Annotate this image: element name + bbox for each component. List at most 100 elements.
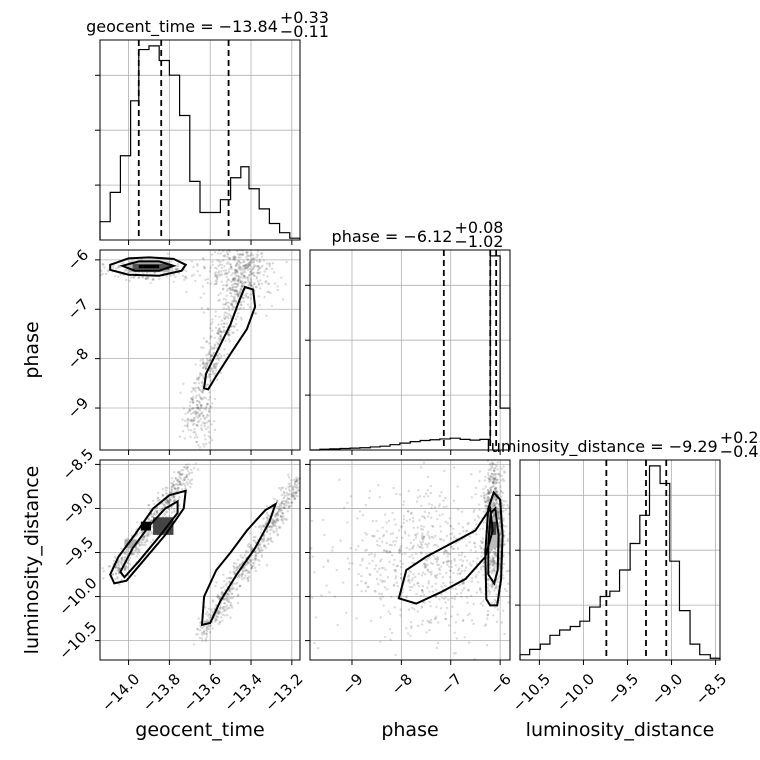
scatter-point [493, 472, 496, 476]
scatter-point [208, 441, 211, 444]
scatter-point [487, 496, 490, 499]
scatter-point [205, 413, 209, 417]
scatter-point [277, 508, 280, 511]
scatter-point [231, 301, 234, 304]
scatter-point [237, 256, 241, 259]
scatter-point [249, 272, 253, 275]
scatter-point [268, 264, 271, 268]
scatter-point [268, 514, 271, 518]
scatter-point [234, 264, 238, 267]
scatter-point [156, 499, 159, 502]
scatter-point [248, 261, 251, 264]
scatter-point [260, 554, 264, 557]
scatter-point [195, 377, 199, 380]
scatter-point [218, 620, 221, 624]
scatter-point [468, 562, 471, 565]
scatter-point [263, 270, 266, 273]
scatter-point [214, 362, 217, 366]
scatter-point [201, 257, 205, 260]
scatter-point [440, 593, 443, 596]
scatter-point [427, 580, 430, 583]
scatter-point [190, 397, 193, 400]
scatter-point [435, 560, 439, 563]
scatter-point [427, 515, 430, 518]
scatter-point [291, 486, 294, 490]
scatter-point [279, 488, 283, 492]
x-tick-label: −10.0 [553, 670, 598, 715]
y-tick-label: −9.0 [59, 489, 97, 527]
scatter-point [422, 525, 426, 528]
y-tick-label: −7 [64, 295, 92, 323]
scatter-point [282, 500, 285, 503]
scatter-point [166, 492, 169, 496]
scatter-point [494, 486, 497, 490]
scatter-point [412, 573, 415, 576]
scatter-point [241, 560, 244, 563]
scatter-point [225, 289, 229, 292]
scatter-point [405, 595, 408, 598]
scatter-point [224, 339, 227, 343]
scatter-point [494, 550, 497, 553]
scatter-point [179, 482, 182, 486]
scatter-point [400, 526, 403, 529]
scatter-point [158, 498, 161, 502]
scatter-point [232, 564, 235, 568]
scatter-point [169, 499, 172, 502]
scatter-point [127, 558, 130, 562]
scatter-point [222, 322, 226, 325]
scatter-point [401, 591, 404, 594]
scatter-point [487, 578, 490, 581]
panel-frame [519, 459, 721, 661]
scatter-point [185, 474, 188, 478]
scatter-point [479, 566, 483, 569]
scatter-point [259, 550, 262, 553]
scatter-point [114, 577, 117, 581]
scatter-point [207, 419, 210, 422]
scatter-point [426, 533, 429, 536]
scatter-point [422, 461, 426, 464]
scatter-point [231, 587, 234, 590]
scatter-point [244, 563, 248, 567]
scatter-point [217, 356, 220, 360]
scatter-point [248, 561, 251, 564]
scatter-point [188, 409, 192, 412]
scatter-point [224, 605, 227, 609]
scatter-point [239, 554, 242, 557]
scatter-point [346, 521, 349, 524]
scatter-point [446, 563, 449, 566]
scatter-point [164, 489, 168, 492]
scatter-point [234, 272, 237, 275]
scatter-point [209, 326, 212, 330]
scatter-point [486, 501, 490, 505]
scatter-point [407, 632, 410, 635]
scatter-point [117, 567, 120, 571]
scatter-point [214, 618, 218, 621]
scatter-point [235, 568, 238, 571]
scatter-point [222, 606, 226, 609]
scatter-point [297, 481, 300, 485]
scatter-point [497, 577, 500, 580]
scatter-point [243, 567, 246, 570]
scatter-point [444, 617, 448, 621]
scatter-point [163, 513, 166, 516]
scatter-point [483, 493, 486, 497]
scatter-point [497, 472, 500, 476]
scatter-point [257, 295, 261, 298]
scatter-point [176, 478, 179, 482]
scatter-point [248, 282, 251, 285]
scatter-point [209, 615, 212, 619]
scatter-point [202, 631, 205, 634]
scatter-point [275, 530, 278, 533]
scatter-point [364, 581, 368, 584]
scatter-point [197, 468, 200, 471]
scatter-point [393, 558, 396, 562]
scatter-point [481, 537, 485, 540]
scatter-point [235, 268, 238, 272]
scatter-point [213, 251, 217, 254]
scatter-point [205, 625, 208, 628]
scatter-point [196, 377, 199, 381]
scatter-point [265, 564, 269, 567]
scatter-point [283, 502, 286, 506]
scatter-point [399, 573, 403, 576]
scatter-point [233, 293, 237, 296]
